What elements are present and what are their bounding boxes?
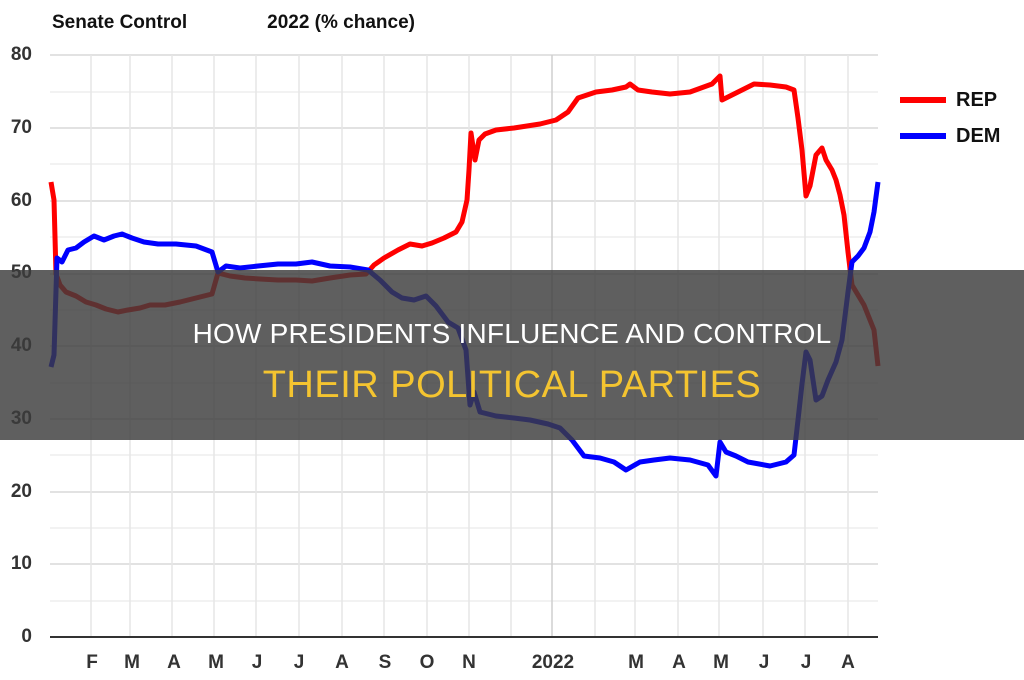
x-tick-apr-2022: A	[672, 652, 686, 673]
x-tick-feb: F	[86, 652, 98, 673]
x-tick-may: M	[208, 652, 224, 673]
legend-item-dem: DEM	[900, 118, 1000, 154]
legend-label-rep: REP	[956, 88, 998, 111]
x-tick-2022: 2022	[531, 652, 575, 673]
x-tick-mar: M	[124, 652, 140, 673]
x-tick-oct: O	[419, 652, 435, 673]
x-tick-may-2022: M	[713, 652, 729, 673]
y-tick-10: 10	[10, 553, 32, 574]
x-tick-apr: A	[167, 652, 181, 673]
x-tick-nov: N	[462, 652, 476, 673]
legend: REP DEM	[900, 82, 1000, 154]
y-tick-80: 80	[10, 44, 32, 65]
chart-title: Senate Control 2022 (% chance)	[52, 12, 415, 34]
y-tick-60: 60	[10, 190, 32, 211]
x-tick-jul: J	[293, 652, 305, 673]
y-tick-0: 0	[21, 626, 32, 647]
x-tick-mar-2022: M	[628, 652, 644, 673]
legend-swatch-rep	[900, 97, 946, 103]
chart-subtitle: 2022 (% chance)	[267, 12, 415, 33]
y-tick-20: 20	[10, 481, 32, 502]
x-tick-aug: A	[335, 652, 349, 673]
x-tick-sep: S	[378, 652, 392, 673]
x-tick-aug-2022: A	[841, 652, 855, 673]
x-tick-jul-2022: J	[800, 652, 812, 673]
overlay-headline-line2: THEIR POLITICAL PARTIES	[262, 364, 762, 406]
y-tick-70: 70	[10, 117, 32, 138]
legend-item-rep: REP	[900, 82, 1000, 118]
legend-label-dem: DEM	[956, 124, 1001, 147]
legend-swatch-dem	[900, 133, 946, 139]
x-tick-jun-2022: J	[758, 652, 770, 673]
title-overlay-banner	[0, 270, 1024, 440]
x-tick-jun: J	[251, 652, 263, 673]
overlay-headline-line1: HOW PRESIDENTS INFLUENCE AND CONTROL	[192, 318, 832, 349]
chart-title-text: Senate Control	[52, 12, 188, 33]
